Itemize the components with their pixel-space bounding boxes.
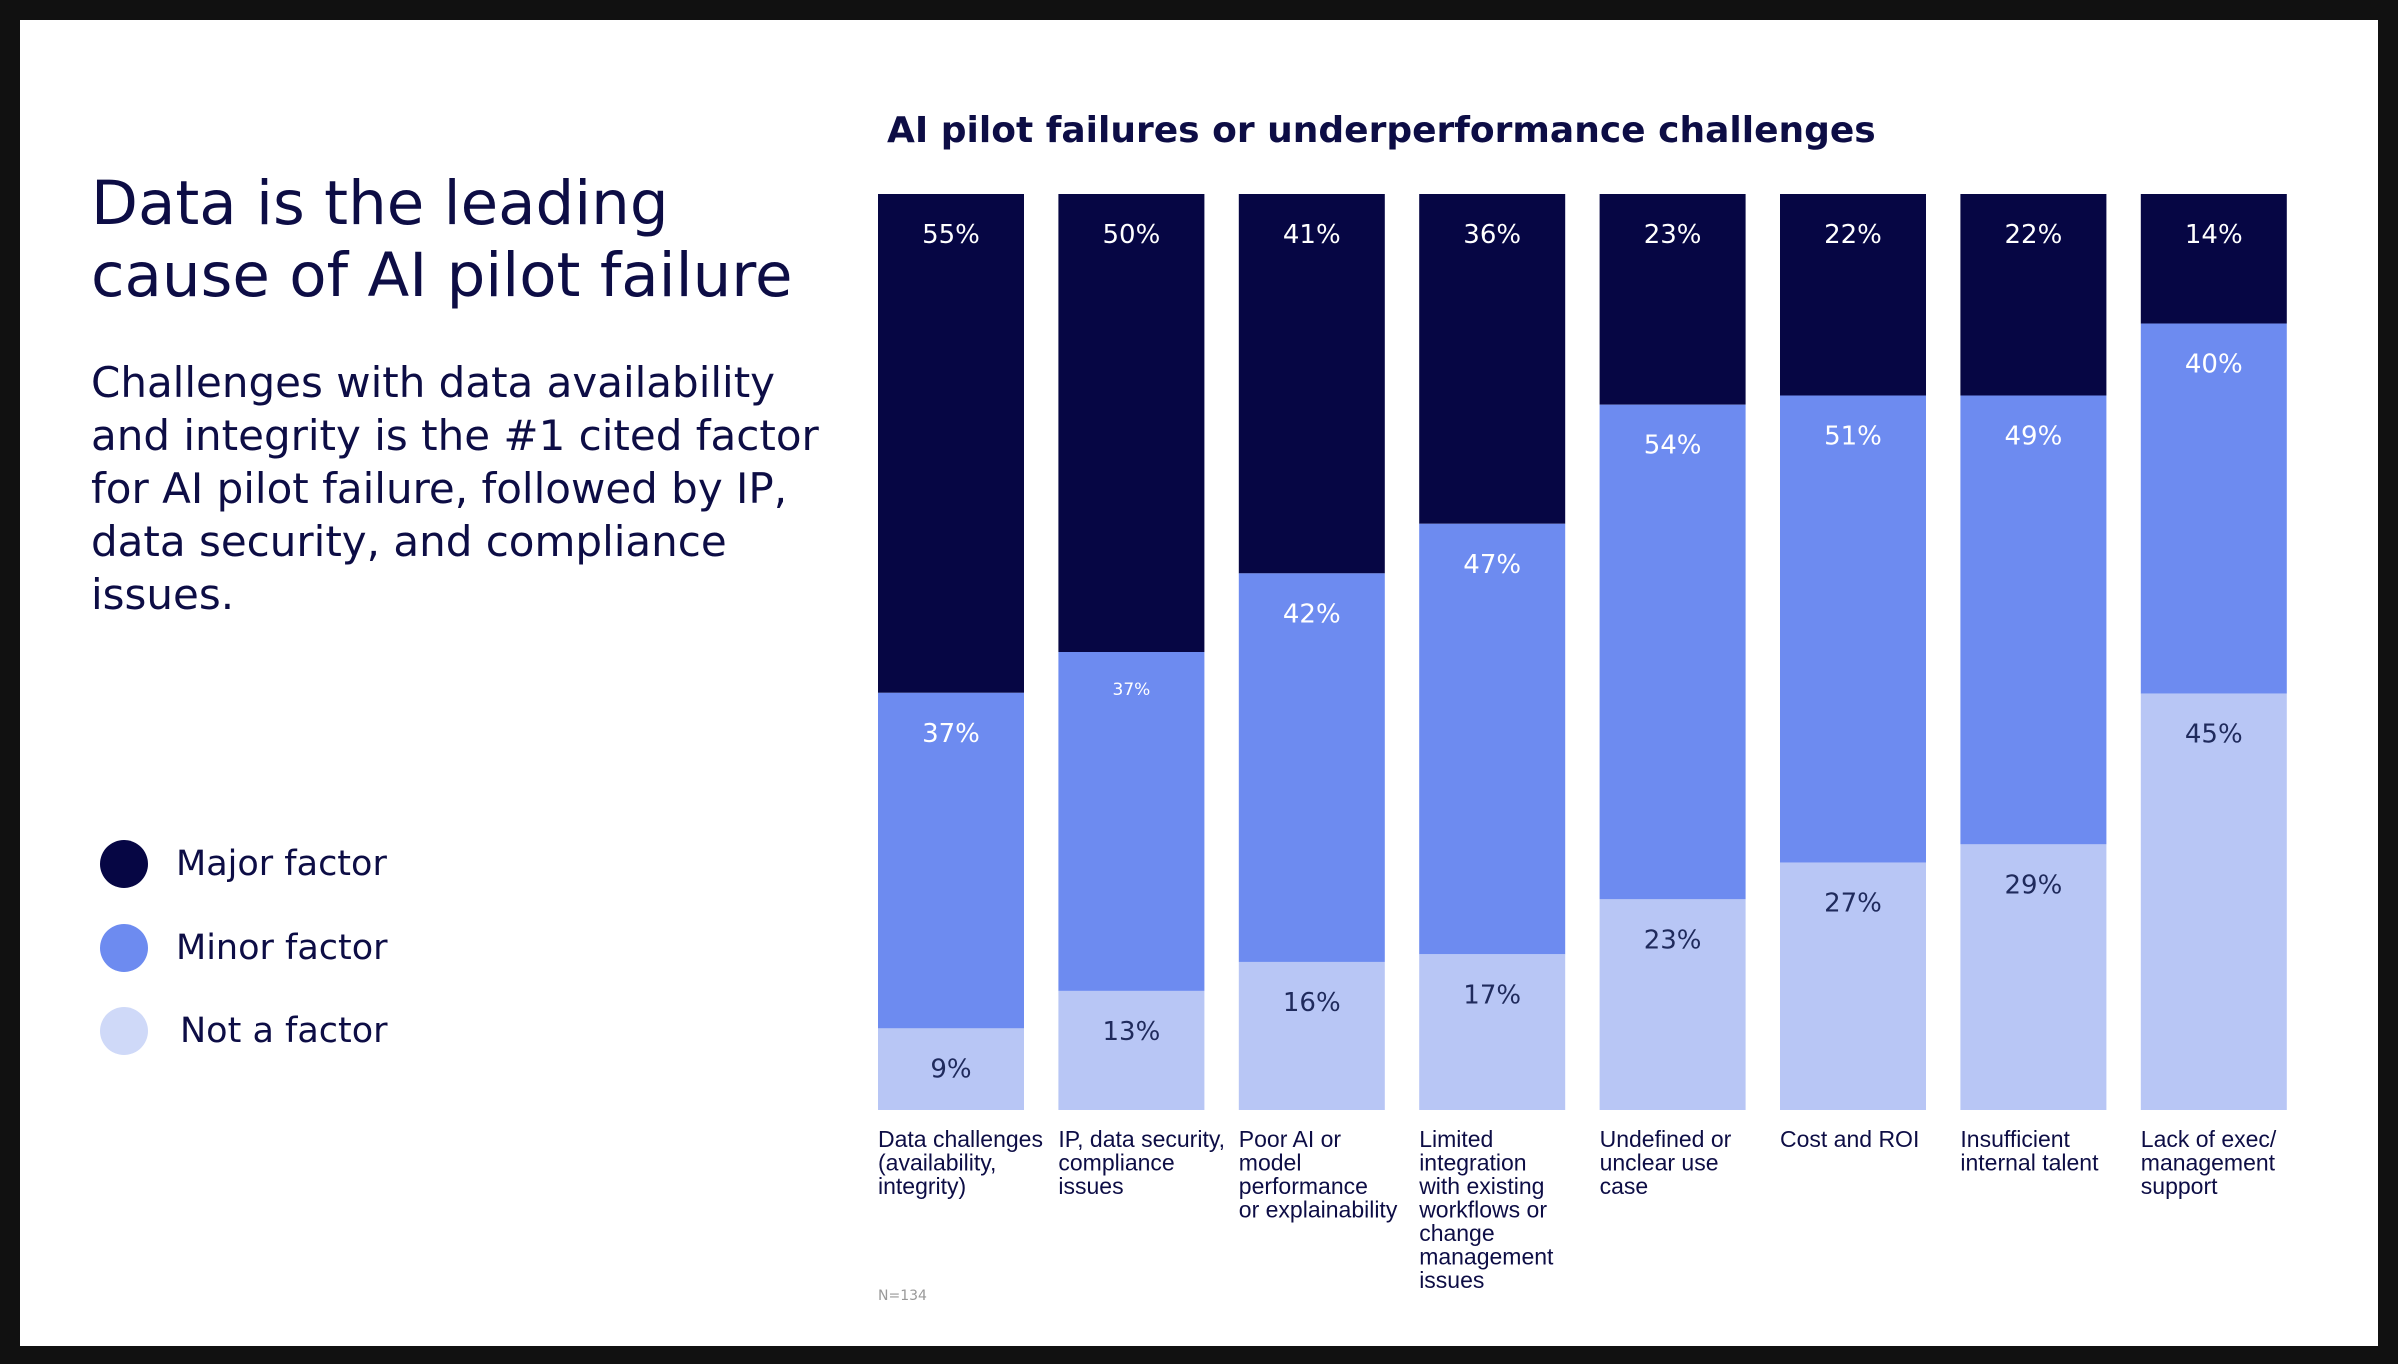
bar-segment-not-3 (1238, 961, 1385, 1110)
bar-segment-not-5 (1599, 899, 1746, 1110)
category-label-2: IP, data security, compliance issues (1058, 1126, 1225, 1199)
data-label-minor-7: 49% (2005, 422, 2063, 452)
bar-segment-major-3 (1238, 194, 1385, 574)
data-label-minor-2: 37% (1113, 680, 1151, 700)
legend-item-major: Major factor (100, 840, 387, 888)
bar-segment-major-1 (878, 194, 1024, 693)
bar-segment-minor-1 (878, 692, 1024, 1029)
data-label-minor-3: 42% (1283, 599, 1341, 629)
bar-segment-not-1 (878, 1028, 1024, 1110)
category-label-1: Data challenges (availability, integrity) (878, 1126, 1043, 1199)
bar-segment-minor-5 (1599, 404, 1746, 900)
bar-segment-major-2 (1058, 194, 1205, 652)
stacked-bar-chart: 55% 37% 9% Data challenges (availability, int… (878, 194, 2287, 1293)
chart-title: AI pilot failures or underperformance ch… (887, 110, 1876, 151)
bar-segment-major-6 (1780, 194, 1926, 396)
bar-segment-minor-6 (1780, 395, 1926, 863)
bar-segment-not-2 (1058, 990, 1205, 1110)
bar-segment-minor-4 (1419, 523, 1566, 955)
footnote: N=134 (878, 1288, 927, 1304)
data-label-not-1: 9% (930, 1054, 971, 1084)
data-label-not-6: 27% (1824, 889, 1882, 919)
category-label-7: Insufficient internal talent (1960, 1126, 2099, 1176)
legend-item-minor: Minor factor (100, 924, 388, 972)
data-label-major-8: 14% (2185, 220, 2243, 250)
bar-segment-major-4 (1419, 194, 1566, 524)
category-label-5: Undefined or unclear use case (1600, 1126, 1732, 1199)
legend-swatch-minor (100, 924, 148, 972)
data-label-major-3: 41% (1283, 220, 1341, 250)
data-label-not-7: 29% (2005, 870, 2063, 900)
bar-segment-major-7 (1960, 194, 2107, 396)
subtext: Challenges with data availability and in… (91, 358, 819, 619)
bar-segment-major-8 (2140, 194, 2287, 324)
category-label-4: Limited integration with existing workflows… (1418, 1126, 1554, 1293)
legend-swatch-major (100, 840, 148, 888)
data-label-major-4: 36% (1463, 220, 1521, 250)
bar-segment-minor-2 (1058, 652, 1205, 991)
data-label-major-2: 50% (1103, 220, 1161, 250)
bar-segment-not-4 (1419, 954, 1566, 1110)
data-label-not-4: 17% (1463, 980, 1521, 1010)
bar-segment-not-8 (2140, 693, 2287, 1110)
data-label-not-3: 16% (1283, 988, 1341, 1018)
data-label-not-8: 45% (2185, 720, 2243, 750)
data-label-minor-6: 51% (1824, 422, 1882, 452)
category-label-6: Cost and ROI (1780, 1126, 1919, 1152)
bar-segment-minor-3 (1238, 573, 1385, 962)
data-label-major-6: 22% (1824, 220, 1882, 250)
bar-segment-not-6 (1780, 862, 1926, 1110)
bar-segment-not-7 (1960, 844, 2107, 1110)
bar-segment-minor-8 (2140, 323, 2287, 694)
legend-label-minor: Minor factor (176, 928, 388, 968)
category-label-3: Poor AI or model performance or explainabil… (1239, 1126, 1398, 1223)
data-label-not-2: 13% (1103, 1017, 1161, 1047)
chart-title-box (868, 90, 2056, 172)
data-label-not-5: 23% (1644, 925, 1702, 955)
headline: Data is the leading cause of AI pilot fa… (91, 168, 793, 311)
slide: Data is the leading cause of AI pilot fa… (20, 20, 2378, 1346)
bar-segment-major-5 (1599, 194, 1746, 405)
data-label-major-1: 55% (922, 220, 980, 250)
data-label-minor-1: 37% (922, 719, 980, 749)
data-label-minor-5: 54% (1644, 431, 1702, 461)
bar-segment-minor-7 (1960, 395, 2107, 845)
legend-label-not: Not a factor (180, 1011, 388, 1051)
data-label-minor-4: 47% (1463, 550, 1521, 580)
data-label-major-7: 22% (2005, 220, 2063, 250)
legend-label-major: Major factor (176, 844, 387, 884)
category-label-8: Lack of exec/management support (2141, 1126, 2277, 1199)
legend-item-not: Not a factor (100, 1007, 388, 1055)
legend-swatch-not (100, 1007, 148, 1055)
data-label-major-5: 23% (1644, 220, 1702, 250)
data-label-minor-8: 40% (2185, 350, 2243, 380)
